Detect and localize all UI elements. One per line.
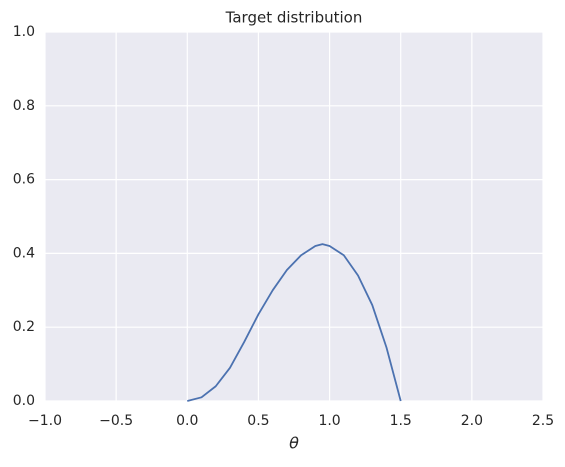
x-tick-label: −1.0: [28, 413, 62, 429]
chart-title: Target distribution: [225, 9, 363, 27]
y-tick-label: 0.0: [13, 393, 35, 409]
x-tick-label: 0.0: [176, 413, 198, 429]
x-tick-label: 0.5: [247, 413, 269, 429]
x-tick-label: 2.0: [461, 413, 483, 429]
plot-area: [45, 32, 543, 401]
line: [187, 243, 402, 402]
y-tick-label: 0.4: [13, 245, 35, 261]
y-tick-label: 1.0: [13, 24, 35, 40]
x-tick-label: −0.5: [99, 413, 133, 429]
x-tick-label: 1.5: [390, 413, 412, 429]
x-axis-label: θ: [289, 434, 299, 453]
y-tick-label: 0.6: [13, 172, 35, 188]
y-tick-label: 0.8: [13, 98, 35, 114]
x-tick-label: 2.5: [532, 413, 554, 429]
x-tick-label: 1.0: [318, 413, 340, 429]
y-tick-label: 0.2: [13, 319, 35, 335]
